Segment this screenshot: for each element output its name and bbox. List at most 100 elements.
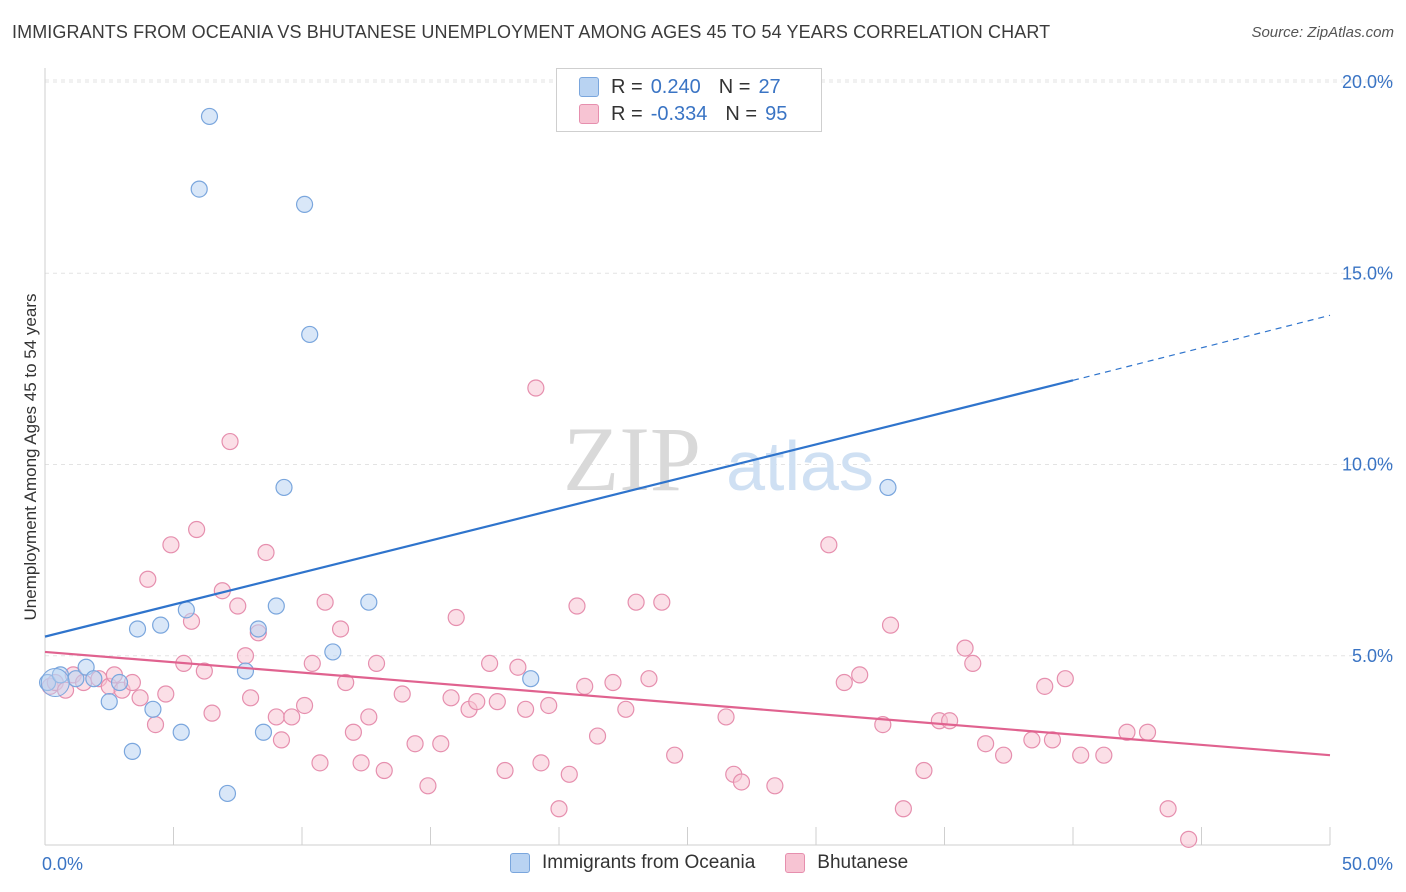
oceania-point: [200, 107, 219, 126]
bhutanese-point: [560, 765, 578, 783]
oceania-point: [100, 693, 118, 711]
gridlines: [45, 79, 1395, 657]
bhutanese-point: [496, 761, 514, 780]
bhutanese-point: [516, 700, 535, 718]
legend-label-bhutanese: Bhutanese: [817, 852, 909, 873]
oceania-point: [218, 784, 237, 803]
oceania-point: [324, 643, 342, 661]
bhutanese-point: [568, 597, 586, 615]
bhutanese-point: [375, 761, 393, 780]
oceania-point: [190, 180, 208, 198]
bhutanese-point: [1056, 670, 1074, 688]
bhutanese-trend-line: [44, 650, 1331, 757]
bhutanese-point: [352, 754, 370, 772]
oceania-point: [236, 662, 255, 680]
axes: [44, 68, 1331, 846]
oceania-point: [301, 325, 319, 344]
bhutanese-point: [393, 685, 411, 703]
bhutanese-point: [432, 735, 450, 753]
legend-item-bhutanese: Bhutanese: [785, 852, 908, 874]
bhutanese-point: [820, 536, 838, 554]
series-legend: Immigrants from Oceania Bhutanese: [510, 852, 938, 874]
bhutanese-point: [509, 658, 527, 676]
legend-row-bhutanese: R = -0.334 N = 95: [579, 102, 787, 126]
legend-n-label: N =: [718, 75, 751, 98]
bhutanese-point: [283, 708, 301, 726]
bhutanese-point: [257, 543, 275, 562]
bhutanese-point: [1072, 746, 1090, 764]
oceania-point: [67, 670, 85, 688]
bhutanese-point: [344, 723, 362, 741]
oceania-point: [522, 670, 540, 688]
bhutanese-point: [203, 704, 221, 722]
bhutanese-point: [851, 666, 869, 684]
bhutanese-point: [1180, 830, 1198, 848]
bhutanese-point: [331, 620, 350, 638]
legend-n-label: N =: [725, 102, 758, 125]
oceania-point: [85, 670, 103, 688]
legend-label-oceania: Immigrants from Oceania: [542, 852, 756, 873]
legend-n-value: 27: [758, 75, 781, 98]
bhutanese-point: [267, 708, 285, 726]
bhutanese-point: [56, 681, 75, 699]
bhutanese-point: [527, 379, 545, 397]
watermark-zip: ZIP: [563, 408, 701, 510]
bhutanese-point: [532, 754, 550, 772]
bhutanese-point: [157, 685, 175, 703]
bhutanese-point: [311, 754, 329, 772]
legend-r-label: R =: [611, 102, 643, 125]
bhutanese-point: [1095, 746, 1113, 764]
oceania-point: [879, 478, 897, 497]
bhutanese-point: [316, 593, 334, 611]
legend-item-oceania: Immigrants from Oceania: [510, 852, 755, 874]
bhutanese-point: [604, 673, 622, 692]
oceania-point: [254, 723, 273, 741]
oceania-point: [267, 597, 285, 615]
bhutanese-point: [617, 700, 635, 718]
bhutanese-point: [295, 696, 314, 715]
bhutanese-point: [419, 777, 437, 795]
oceania-point: [128, 620, 147, 638]
bhutanese-point: [588, 727, 607, 745]
bhutanese-point: [956, 639, 974, 657]
trend-lines: [44, 314, 1331, 757]
oceania-point: [249, 620, 267, 638]
bhutanese-point: [146, 715, 165, 734]
bhutanese-point: [1036, 677, 1054, 695]
bhutanese-point: [1138, 723, 1157, 741]
bhutanese-point: [303, 654, 321, 673]
watermark-atlas: atlas: [726, 427, 874, 505]
bhutanese-point: [367, 654, 386, 673]
bhutanese-point: [941, 712, 959, 730]
bhutanese-point: [229, 597, 247, 615]
bhutanese-point: [915, 761, 933, 780]
bhutanese-point: [1159, 800, 1177, 818]
bhutanese-point: [977, 735, 995, 753]
bhutanese-point: [406, 735, 424, 753]
bhutanese-point: [653, 593, 671, 611]
bhutanese-point: [627, 593, 645, 611]
bhutanese-point: [139, 570, 157, 588]
bhutanese-point: [995, 746, 1013, 764]
bhutanese-point: [964, 654, 982, 673]
bhutanese-point: [540, 696, 558, 715]
bhutanese-point: [242, 689, 260, 707]
bhutanese-point: [835, 673, 853, 692]
y-tick-label: 10.0%: [1342, 455, 1393, 475]
bhutanese-point: [894, 800, 912, 818]
legend-r-value: 0.240: [650, 75, 701, 98]
legend-swatch-oceania: [579, 77, 599, 97]
legend-swatch-bhutanese: [579, 104, 599, 124]
source-label: Source: ZipAtlas.com: [1251, 24, 1394, 41]
bhutanese-point: [881, 616, 900, 634]
oceania-point: [172, 723, 190, 741]
oceania-trend-extension: [1072, 314, 1331, 381]
bhutanese-point: [481, 654, 499, 673]
oceania-point: [40, 668, 70, 698]
bhutanese-point: [188, 520, 206, 539]
bhutanese-point: [447, 608, 465, 627]
x-tick-label: 0.0%: [42, 854, 83, 874]
bhutanese-point: [576, 677, 594, 695]
bhutanese-point: [732, 773, 751, 791]
oceania-points: [38, 107, 897, 803]
